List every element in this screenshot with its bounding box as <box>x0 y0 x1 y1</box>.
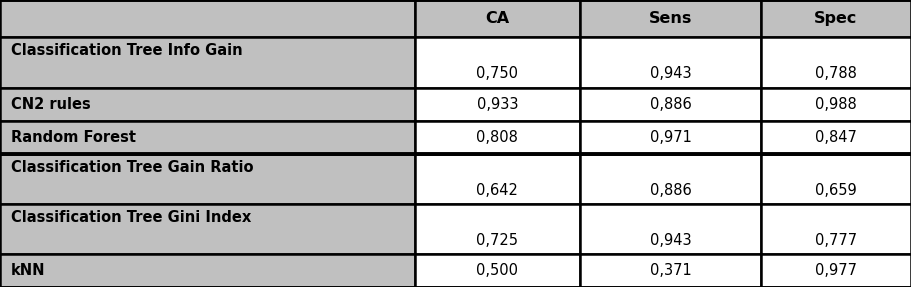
Bar <box>580 204 761 254</box>
Text: 0,642: 0,642 <box>476 183 518 198</box>
Bar <box>415 121 580 154</box>
Bar <box>761 0 911 37</box>
Bar <box>580 121 761 154</box>
Bar <box>761 254 911 287</box>
Text: 0,725: 0,725 <box>476 233 518 248</box>
Text: CA: CA <box>486 11 509 26</box>
Text: 0,808: 0,808 <box>476 129 518 145</box>
Bar <box>580 254 761 287</box>
Text: 0,933: 0,933 <box>476 96 518 112</box>
Text: 0,371: 0,371 <box>650 263 691 278</box>
Bar <box>0 204 415 254</box>
Text: CN2 rules: CN2 rules <box>11 96 91 112</box>
Text: Classification Tree Gain Ratio: Classification Tree Gain Ratio <box>11 160 253 174</box>
Text: Random Forest: Random Forest <box>11 129 136 145</box>
Bar <box>415 37 580 88</box>
Bar <box>761 154 911 204</box>
Text: kNN: kNN <box>11 263 46 278</box>
Text: 0,943: 0,943 <box>650 67 691 82</box>
Text: Sens: Sens <box>649 11 692 26</box>
Bar <box>0 37 415 88</box>
Text: 0,777: 0,777 <box>814 233 857 248</box>
Bar <box>0 0 415 37</box>
Text: 0,886: 0,886 <box>650 96 691 112</box>
Bar <box>761 37 911 88</box>
Text: 0,977: 0,977 <box>814 263 857 278</box>
Bar <box>415 0 580 37</box>
Bar <box>0 88 415 121</box>
Bar <box>0 121 415 154</box>
Bar <box>415 154 580 204</box>
Bar <box>761 121 911 154</box>
Bar <box>580 0 761 37</box>
Text: 0,750: 0,750 <box>476 67 518 82</box>
Text: 0,788: 0,788 <box>815 67 856 82</box>
Text: Spec: Spec <box>814 11 857 26</box>
Bar <box>415 88 580 121</box>
Bar <box>761 88 911 121</box>
Text: 0,847: 0,847 <box>815 129 856 145</box>
Text: 0,500: 0,500 <box>476 263 518 278</box>
Bar <box>580 37 761 88</box>
Bar <box>580 88 761 121</box>
Text: 0,659: 0,659 <box>815 183 856 198</box>
Text: 0,988: 0,988 <box>815 96 856 112</box>
Bar <box>415 204 580 254</box>
Bar <box>580 154 761 204</box>
Text: 0,971: 0,971 <box>650 129 691 145</box>
Bar <box>761 204 911 254</box>
Bar <box>415 254 580 287</box>
Text: 0,943: 0,943 <box>650 233 691 248</box>
Bar <box>0 254 415 287</box>
Text: Classification Tree Gini Index: Classification Tree Gini Index <box>11 210 251 225</box>
Bar <box>0 154 415 204</box>
Text: 0,886: 0,886 <box>650 183 691 198</box>
Text: Classification Tree Info Gain: Classification Tree Info Gain <box>11 43 242 58</box>
